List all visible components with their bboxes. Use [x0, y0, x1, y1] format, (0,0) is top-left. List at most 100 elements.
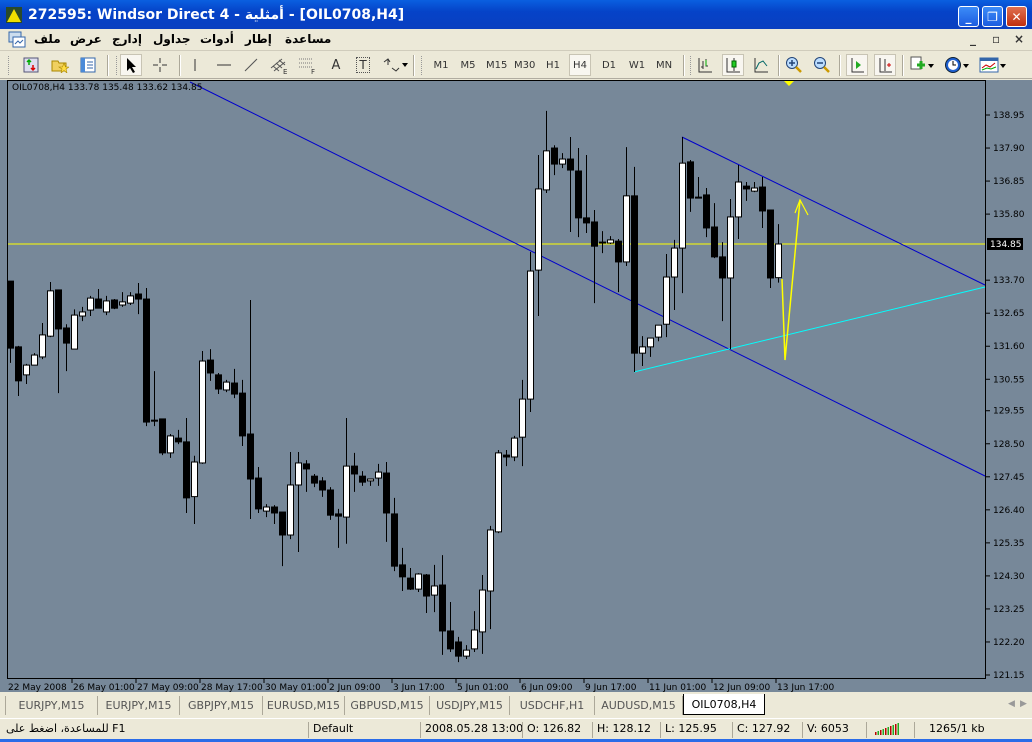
timeframe-m30[interactable]: M30: [514, 59, 536, 71]
channel-button[interactable]: E: [269, 54, 291, 76]
candle-bull: [263, 506, 270, 512]
vertical-line-button[interactable]: [184, 54, 206, 76]
navigator-button[interactable]: [77, 54, 99, 76]
candle-bull: [751, 187, 758, 192]
text-button[interactable]: A: [325, 54, 347, 76]
x-tick-label: 13 Jun 17:00: [777, 683, 834, 692]
y-tick-label: 126.40: [993, 506, 1025, 516]
candle-bear: [407, 577, 414, 590]
candlestick-button[interactable]: [722, 54, 744, 76]
connection-status[interactable]: [866, 722, 914, 738]
chart-shift-button[interactable]: [874, 54, 896, 76]
timeframe-m15[interactable]: M15: [486, 59, 508, 71]
toolbar-grip[interactable]: [116, 56, 119, 75]
menu-tools[interactable]: أدوات: [200, 32, 234, 46]
cursor-button[interactable]: [120, 54, 142, 76]
price-chart[interactable]: 138.95 137.90 136.85 135.80 133.70 132.65 131.…: [0, 80, 1032, 692]
zoom-in-button[interactable]: [783, 54, 805, 76]
toolbar-separator: [778, 55, 780, 76]
templates-button[interactable]: [978, 54, 1008, 76]
timeframe-w1[interactable]: W1: [628, 59, 646, 71]
zoom-out-button[interactable]: [811, 54, 833, 76]
trendline-button[interactable]: [240, 54, 262, 76]
candle-bull: [223, 381, 230, 391]
restore-button[interactable]: ❐: [982, 6, 1003, 27]
x-tick-label: 12 Jun 09:00: [713, 683, 770, 692]
favorites-button[interactable]: [49, 54, 71, 76]
crosshair-button[interactable]: [149, 54, 171, 76]
connection-bar: [895, 724, 897, 735]
toolbar-grip[interactable]: [421, 56, 424, 75]
tab-eurjpy-m15-2[interactable]: EURJPY,M15: [98, 696, 180, 715]
mdi-minimize-button[interactable]: _: [970, 32, 976, 46]
horizontal-line-icon: [217, 64, 231, 66]
menu-charts[interactable]: جداول: [153, 32, 191, 46]
x-tick-label: 5 Jun 01:00: [457, 683, 509, 692]
tab-usdjpy-m15[interactable]: USDJPY,M15: [430, 696, 510, 715]
text-label-button[interactable]: T: [352, 54, 374, 76]
new-order-button[interactable]: [20, 54, 42, 76]
candle-bull: [79, 311, 86, 317]
current-price-box: [987, 237, 1023, 250]
indicators-button[interactable]: [908, 54, 936, 76]
tab-audusd-m15[interactable]: AUDUSD,M15: [595, 696, 683, 715]
x-tick-label: 30 May 01:00: [265, 683, 327, 692]
tab-eurusd-m15[interactable]: EURUSD,M15: [263, 696, 345, 715]
connection-bar: [887, 727, 889, 735]
fibonacci-button[interactable]: F: [297, 54, 319, 76]
menu-insert[interactable]: إدارج: [112, 32, 142, 46]
tab-gbpusd-m15[interactable]: GBPUSD,M15: [345, 696, 430, 715]
auto-scroll-icon: [851, 58, 864, 73]
tab-gbpjpy-m15[interactable]: GBPJPY,M15: [180, 696, 263, 715]
timeframe-d1[interactable]: D1: [601, 59, 617, 71]
svg-text:F: F: [311, 68, 315, 74]
tab-eurjpy-m15[interactable]: EURJPY,M15: [5, 696, 98, 715]
current-price-label: 134.85: [990, 240, 1022, 250]
candle-bull: [71, 314, 78, 350]
timeframe-h4[interactable]: H4: [569, 54, 591, 76]
menu-window[interactable]: إطار: [245, 32, 272, 46]
auto-scroll-button[interactable]: [846, 54, 868, 76]
bar-chart-button[interactable]: [694, 54, 716, 76]
mdi-close-button[interactable]: ×: [1014, 32, 1025, 46]
menu-file[interactable]: ملف: [34, 32, 61, 46]
minimize-button[interactable]: _: [958, 6, 979, 27]
tab-scroll-right-icon[interactable]: ▶: [1020, 699, 1027, 709]
connection-bar: [885, 728, 887, 735]
tab-usdchf-h1[interactable]: USDCHF,H1: [510, 696, 595, 715]
mdi-restore-button[interactable]: ▫: [992, 32, 1001, 46]
toolbar-grip[interactable]: [8, 56, 11, 75]
menu-view[interactable]: عرض: [70, 32, 102, 46]
menu-help[interactable]: مساعدة: [285, 32, 332, 46]
toolbar-grip[interactable]: [690, 56, 693, 75]
candle-bull: [47, 290, 54, 337]
candle-bear: [311, 475, 318, 484]
text-label-icon: T: [356, 57, 370, 73]
chart-window[interactable]: 138.95 137.90 136.85 135.80 133.70 132.65 131.…: [0, 80, 1032, 692]
toolbar-separator: [179, 55, 181, 76]
candle-bull: [415, 573, 422, 590]
tab-oil0708-h4[interactable]: OIL0708,H4: [683, 694, 765, 715]
candle-bear: [215, 374, 222, 390]
timeframe-m1[interactable]: M1: [433, 59, 449, 71]
timeframe-h1[interactable]: H1: [546, 59, 560, 71]
y-tick-label: 123.25: [993, 605, 1025, 615]
tab-scroll-left-icon[interactable]: ◀: [1008, 699, 1015, 709]
timeframe-mn[interactable]: MN: [655, 59, 673, 71]
timeframe-m5[interactable]: M5: [460, 59, 476, 71]
arrows-dropdown-button[interactable]: [380, 54, 410, 76]
periods-button[interactable]: [943, 54, 971, 76]
horizontal-line-button[interactable]: [213, 54, 235, 76]
candle-bear: [503, 454, 510, 458]
candle-bull: [495, 452, 502, 533]
candle-bear: [175, 437, 182, 443]
x-tick-label: 28 May 17:00: [201, 683, 263, 692]
close-button[interactable]: ✕: [1006, 6, 1027, 27]
line-chart-button[interactable]: [750, 54, 772, 76]
candle-bull: [607, 239, 614, 244]
connection-bar: [897, 723, 899, 735]
y-tick-label: 122.20: [993, 638, 1025, 648]
chart-window-icon[interactable]: [8, 31, 26, 49]
chart-ohlc-header: OIL0708,H4 133.78 135.48 133.62 134.85: [12, 83, 203, 93]
navigator-icon: [80, 57, 96, 73]
